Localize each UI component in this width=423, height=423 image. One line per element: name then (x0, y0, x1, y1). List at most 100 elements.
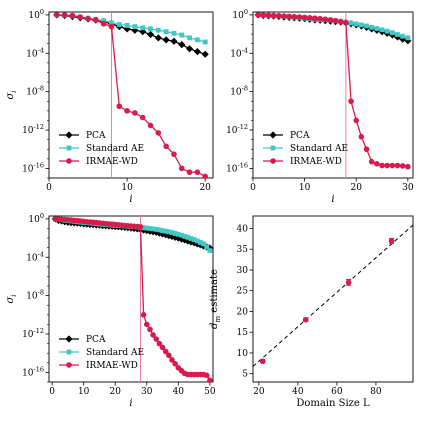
data-point (265, 12, 272, 19)
legend-label: Standard AE (86, 144, 144, 154)
data-point (147, 122, 154, 129)
y-tick-label: 10-16 (226, 161, 248, 174)
data-point (132, 110, 138, 116)
data-point (270, 12, 277, 19)
y-tick-label: 10-16 (22, 365, 44, 378)
data-point (201, 241, 206, 247)
x-tick-label: 20 (199, 183, 211, 193)
data-point (132, 24, 138, 30)
data-point (172, 360, 178, 367)
y-tick-label: 10-4 (26, 250, 44, 263)
data-point (61, 12, 68, 18)
x-tick-label: 30 (141, 387, 153, 397)
data-point (155, 27, 161, 33)
data-point (143, 321, 150, 328)
y-tick-label: 35 (237, 245, 249, 255)
data-point (358, 22, 364, 28)
x-tick-label: 0 (250, 183, 256, 193)
legend-label: PCA (86, 335, 106, 345)
data-point (404, 37, 412, 45)
x-tick-label: 60 (331, 387, 343, 397)
y-tick-label: 10-8 (26, 85, 44, 98)
data-point (379, 162, 385, 169)
data-point (153, 227, 159, 232)
y-tick-label: 10 (237, 349, 249, 359)
data-point (255, 12, 261, 18)
data-point (301, 14, 308, 21)
data-point (171, 151, 177, 158)
data-point (207, 248, 213, 253)
data-point (201, 50, 209, 58)
axes-frame (252, 215, 414, 383)
data-point (93, 17, 99, 23)
legend: PCA Standard AE IRMAE-WD (263, 131, 348, 167)
legend-marker (270, 158, 276, 164)
x-tick-label: 50 (204, 387, 216, 397)
data-point (379, 27, 385, 33)
data-point (169, 357, 175, 363)
data-point (163, 143, 169, 150)
y-tick-label: 100 (232, 8, 248, 21)
legend-label: Standard AE (86, 348, 144, 358)
data-point (148, 26, 153, 32)
data-point (374, 26, 380, 31)
data-point (185, 45, 194, 53)
data-point (202, 173, 208, 180)
series-standard-ae (54, 12, 208, 45)
data-point (54, 12, 60, 18)
legend-marker (66, 145, 72, 151)
series-irmae-wd (52, 216, 213, 384)
data-point (187, 35, 192, 41)
series-irmae-wd (54, 12, 208, 180)
data-point (203, 372, 210, 379)
data-point (358, 133, 365, 140)
data-point (327, 17, 334, 23)
x-tick-label: 0 (46, 183, 52, 193)
y-tick-label: 30 (237, 266, 249, 276)
axes-frame (252, 11, 414, 179)
data-point (166, 229, 172, 235)
data-point (296, 14, 303, 20)
data-point (100, 20, 107, 27)
data-point (286, 13, 292, 20)
data-point (150, 226, 156, 232)
legend-label: PCA (86, 131, 106, 141)
data-point (332, 17, 339, 24)
y-tick-label: 100 (28, 8, 44, 21)
data-point (147, 326, 153, 333)
x-tick-label: 40 (173, 387, 185, 397)
x-axis-label: i (129, 194, 132, 205)
y-tick-label: 40 (237, 224, 249, 234)
legend-label: Standard AE (290, 144, 348, 154)
legend-marker (269, 131, 277, 139)
legend-label: IRMAE-WD (290, 157, 342, 167)
y-tick-label: 10-16 (22, 161, 44, 174)
data-point (369, 24, 375, 30)
data-point (194, 169, 201, 176)
data-point (353, 117, 360, 124)
panel-1: 0 10 20 100 10-4 10-8 10-12 10-16 i σi PCA Standard… (5, 8, 214, 205)
data-point (163, 228, 169, 234)
data-point (140, 312, 147, 318)
data-point (172, 231, 178, 236)
y-tick-label: 10-8 (26, 289, 44, 302)
data-point (204, 244, 210, 250)
data-point (162, 348, 169, 355)
data-point (353, 21, 359, 27)
data-point (389, 162, 396, 169)
data-point (179, 32, 185, 38)
y-axis-label: σi (5, 294, 18, 303)
data-point (317, 15, 323, 22)
x-tick-label: 0 (49, 387, 55, 397)
x-tick-label: 10 (78, 387, 90, 397)
data-point (185, 234, 191, 240)
y-axis-label: σi (5, 90, 18, 99)
data-point (348, 98, 354, 105)
axes-frame (48, 11, 214, 179)
data-point (159, 344, 166, 351)
y-tick-label: 10-12 (22, 327, 44, 340)
data-point (345, 279, 352, 286)
data-point (150, 332, 156, 338)
